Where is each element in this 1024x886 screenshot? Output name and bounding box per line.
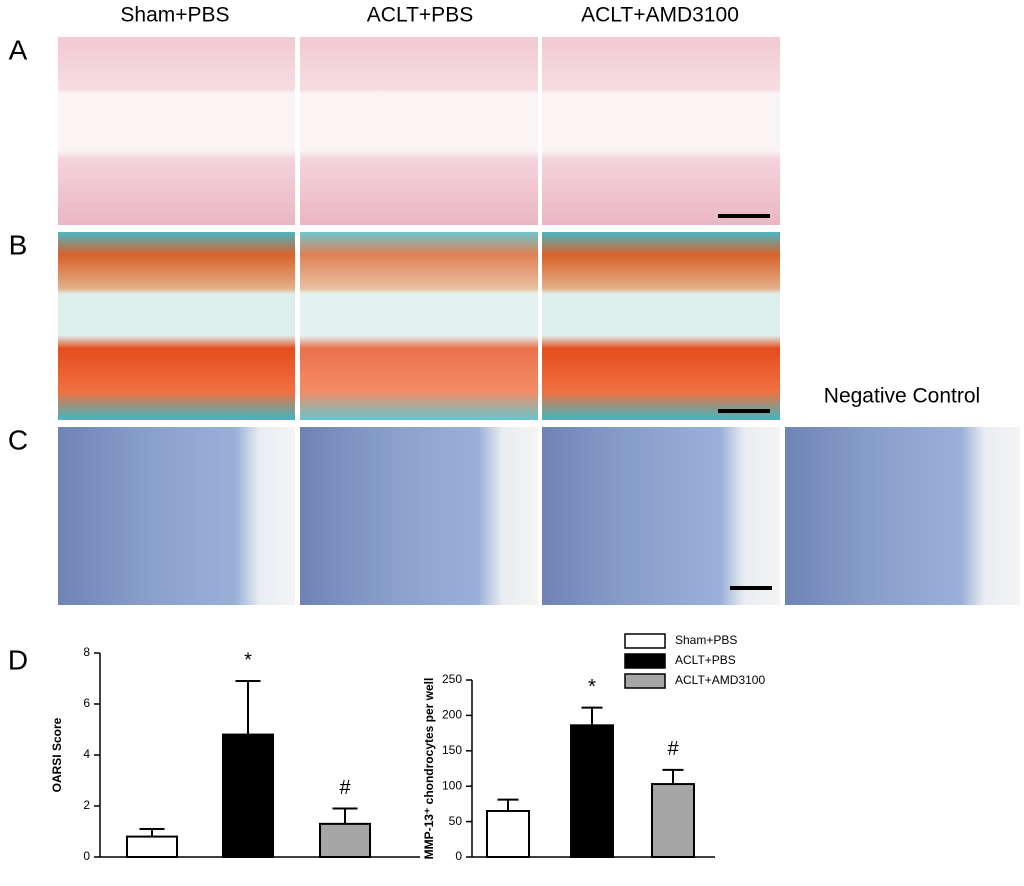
y-axis-label: MMP-13⁺ chondrocytes per well xyxy=(422,678,436,860)
legend-label: Sham+PBS xyxy=(675,633,737,647)
column-title: ACLT+AMD3100 xyxy=(581,4,739,27)
column-title: Sham+PBS xyxy=(120,4,229,27)
y-tick-label: 8 xyxy=(83,645,90,659)
histology-row-b xyxy=(58,232,780,420)
y-tick-label: 100 xyxy=(442,778,462,792)
bar xyxy=(486,809,530,858)
y-tick-label: 50 xyxy=(449,814,463,828)
column-title: ACLT+PBS xyxy=(367,4,473,27)
bar xyxy=(570,724,614,859)
bar xyxy=(319,822,371,858)
panel-letter: D xyxy=(8,644,28,675)
micrograph xyxy=(58,37,295,225)
legend-label: ACLT+AMD3100 xyxy=(675,673,765,687)
micrograph xyxy=(300,427,538,605)
micrograph xyxy=(542,232,780,420)
negative-control-label: Negative Control xyxy=(824,385,980,408)
y-tick-label: 0 xyxy=(83,849,90,863)
y-tick-label: 250 xyxy=(442,672,462,686)
y-tick-label: 0 xyxy=(455,849,462,863)
micrograph xyxy=(300,37,538,225)
micrograph xyxy=(542,427,780,605)
y-tick-label: 150 xyxy=(442,743,462,757)
y-tick-label: 4 xyxy=(83,747,90,761)
y-tick-label: 2 xyxy=(83,798,90,812)
bar xyxy=(222,733,274,858)
legend-swatch xyxy=(624,653,666,669)
histology-row-a xyxy=(58,37,780,225)
micrograph xyxy=(542,37,780,225)
micrograph xyxy=(300,232,538,420)
significance-marker: * xyxy=(588,676,596,698)
y-tick-label: 200 xyxy=(442,708,462,722)
micrograph xyxy=(785,427,1020,605)
panel-letter: B xyxy=(9,229,28,260)
significance-marker: # xyxy=(339,777,351,799)
significance-marker: * xyxy=(244,649,252,671)
legend-swatch xyxy=(624,673,666,689)
y-tick-label: 6 xyxy=(83,696,90,710)
y-axis-label: OARSI Score xyxy=(50,717,64,792)
micrograph xyxy=(58,232,295,420)
bar xyxy=(651,783,695,858)
significance-marker: # xyxy=(667,738,679,760)
histology-row-c xyxy=(58,427,1020,605)
legend-swatch xyxy=(624,633,666,649)
panel-letter: C xyxy=(8,424,28,455)
bar xyxy=(126,835,178,858)
panel-letter: A xyxy=(9,34,28,65)
legend-label: ACLT+PBS xyxy=(675,653,736,667)
micrograph xyxy=(58,427,295,605)
